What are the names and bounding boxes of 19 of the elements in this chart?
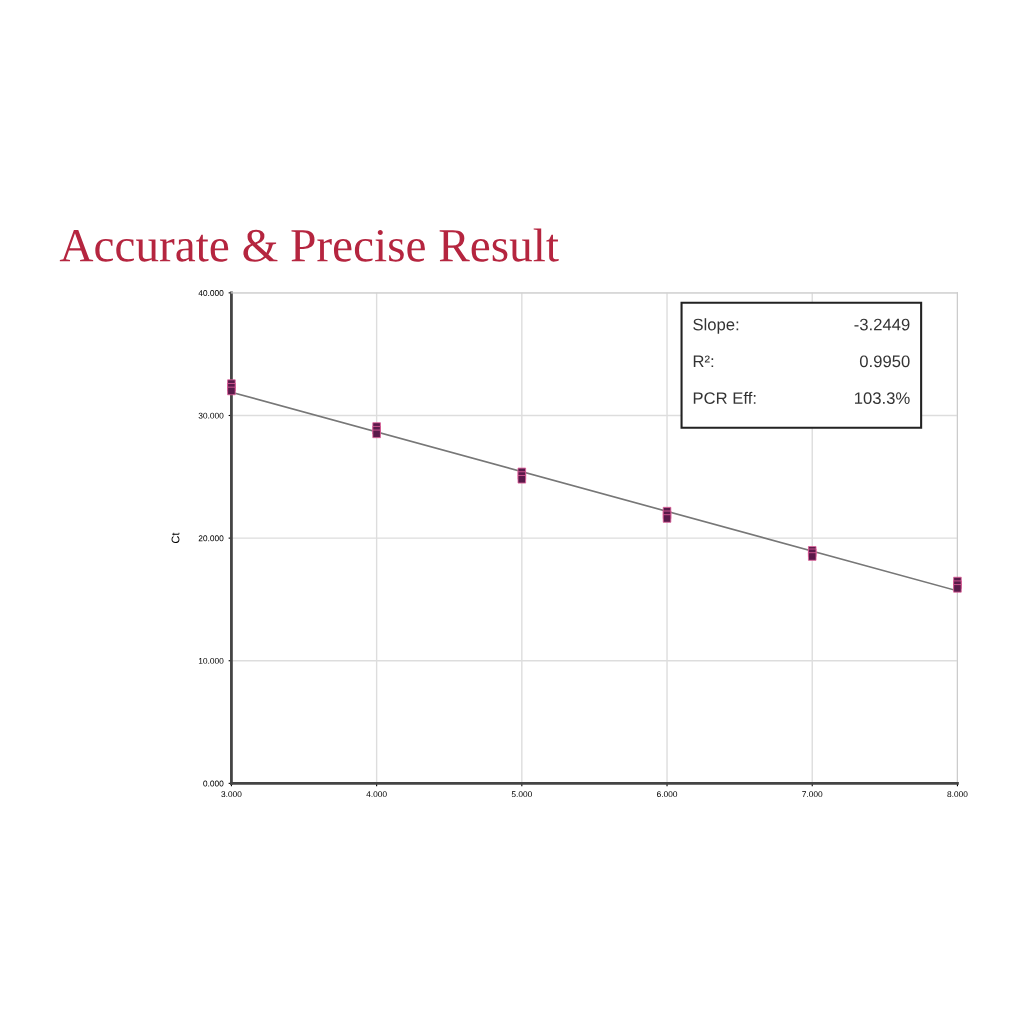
- annotation: PCR Eff:: [693, 391, 756, 405]
- y-tick-label: 20.000: [198, 535, 224, 542]
- x-tick-label: 5.000: [511, 791, 532, 798]
- x-tick-label: 4.000: [366, 791, 387, 798]
- annotation: -3.2449: [854, 318, 910, 331]
- y-axis-title: Ct: [171, 532, 180, 544]
- y-tick-label: 0.000: [203, 780, 224, 787]
- annotation: Slope:: [693, 318, 739, 334]
- x-tick-label: 3.000: [221, 791, 242, 798]
- y-tick-label: 30.000: [198, 412, 224, 419]
- chart-title: Accurate & Precise Result: [59, 228, 559, 262]
- annotation: R²:: [693, 355, 714, 368]
- x-tick-label: 6.000: [657, 791, 678, 798]
- x-tick-label: 7.000: [802, 791, 823, 798]
- x-tick-label: 8.000: [947, 791, 968, 798]
- y-tick-label: 40.000: [198, 290, 224, 296]
- y-tick-label: 10.000: [198, 657, 224, 664]
- annotation: 0.9950: [859, 355, 910, 368]
- annotation: 103.3%: [855, 392, 910, 405]
